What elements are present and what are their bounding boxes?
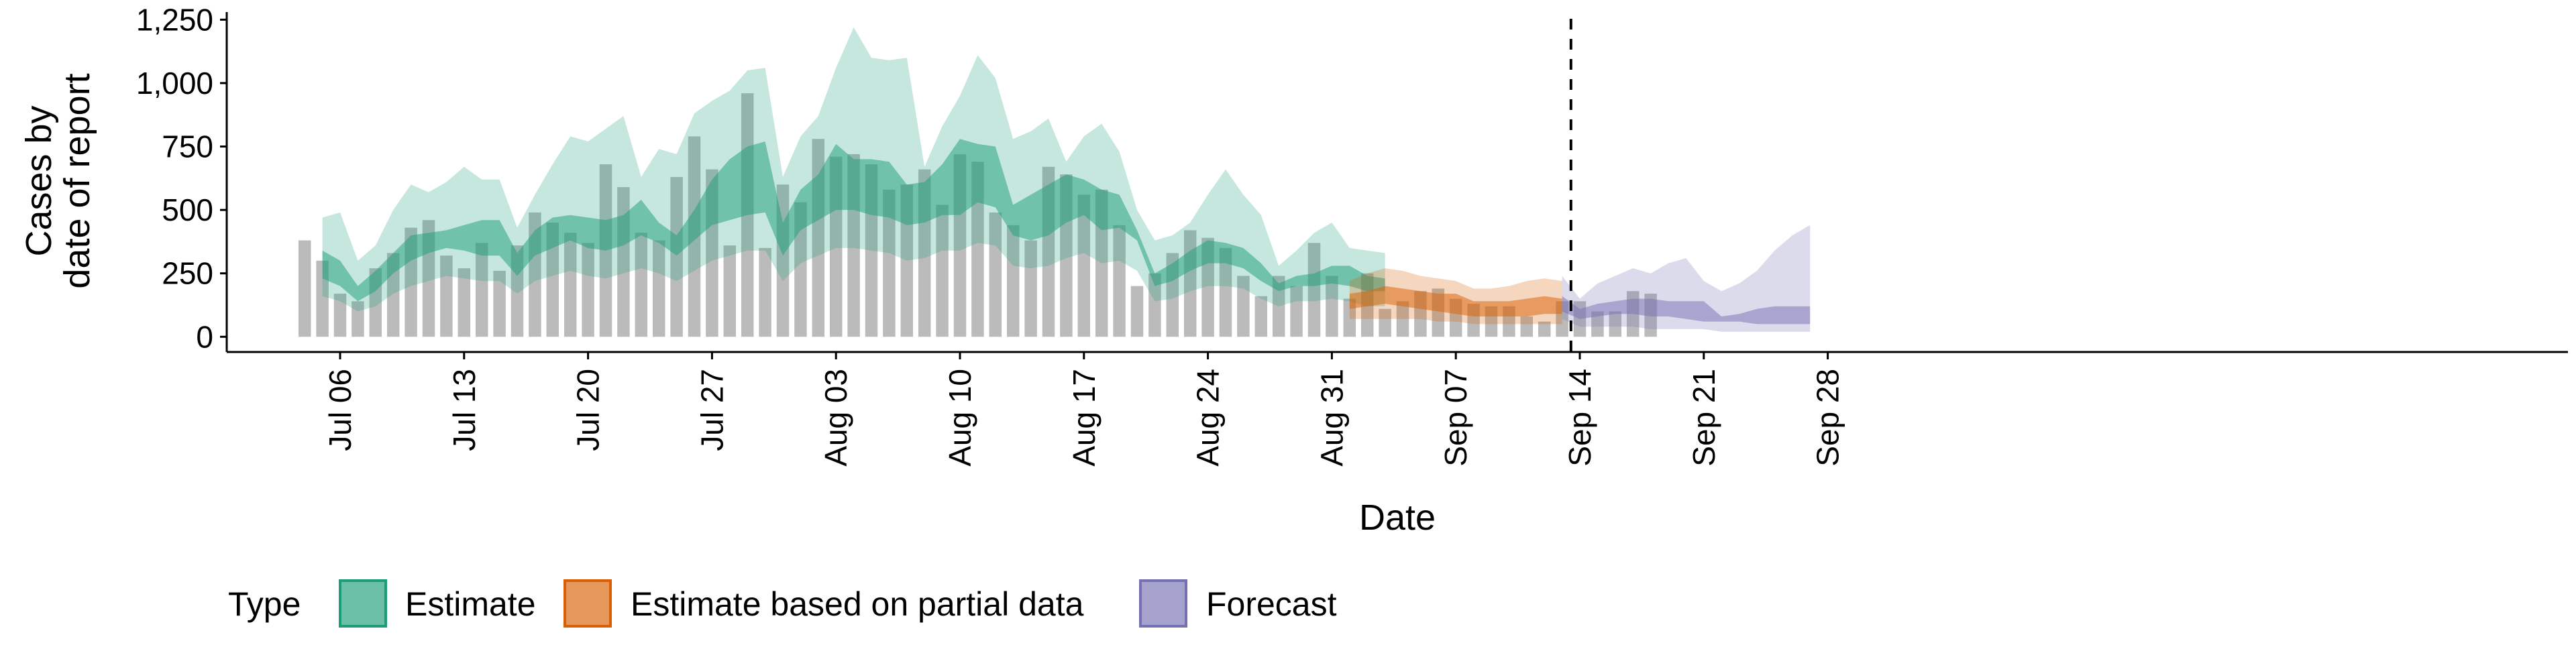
- bar: [475, 243, 488, 337]
- bar: [759, 247, 771, 337]
- legend-label-partial: Estimate based on partial data: [631, 585, 1084, 623]
- bar: [1290, 286, 1303, 337]
- bar: [1219, 247, 1232, 337]
- legend-label-forecast: Forecast: [1206, 585, 1337, 623]
- x-tick-label: Aug 03: [818, 369, 853, 467]
- bar: [1396, 301, 1409, 337]
- x-tick-label: Sep 14: [1562, 369, 1597, 467]
- x-tick-label: Aug 10: [943, 369, 977, 467]
- bar: [458, 268, 471, 337]
- legend-title: Type: [228, 585, 301, 623]
- bar: [1538, 321, 1551, 337]
- bar: [564, 233, 577, 337]
- bar: [794, 202, 807, 337]
- bar: [298, 240, 311, 337]
- bar: [440, 255, 453, 337]
- y-axis-title-line-1: Cases by: [19, 105, 59, 256]
- bar: [493, 270, 506, 337]
- legend-label-estimate: Estimate: [405, 585, 536, 623]
- bar: [1254, 296, 1268, 337]
- bar: [883, 189, 896, 337]
- x-tick-label: Jul 13: [447, 369, 482, 451]
- bar: [546, 223, 559, 337]
- bar: [1520, 316, 1534, 337]
- x-axis-title: Date: [1359, 497, 1436, 538]
- legend: Type Estimate Estimate based on partial …: [228, 579, 1337, 628]
- bar: [1006, 225, 1020, 337]
- bar: [1326, 276, 1338, 337]
- bar: [635, 233, 648, 337]
- ribbons-layer: [322, 27, 1811, 332]
- y-tick-label: 1,000: [136, 66, 213, 101]
- bar: [352, 301, 364, 337]
- ribbon-inner-forecast: [1562, 296, 1811, 325]
- y-tick-label: 250: [162, 256, 213, 291]
- bar: [582, 243, 594, 337]
- legend-key-forecast: [1139, 579, 1187, 628]
- x-tick-label: Jul 27: [694, 369, 729, 451]
- x-tick-label: Sep 28: [1811, 369, 1845, 467]
- x-tick-label: Jul 20: [571, 369, 606, 451]
- x-tick-label: Aug 31: [1314, 369, 1349, 467]
- x-tick-label: Sep 21: [1686, 369, 1721, 467]
- bar: [936, 204, 949, 337]
- bar: [723, 245, 737, 337]
- bar: [1024, 240, 1037, 337]
- ticks-layer: 0 250 500 750 1,000 1,250 Jul 06 Jul 13 Jul 20 Ju…: [136, 2, 1845, 466]
- y-tick-label: 0: [196, 319, 213, 354]
- bar: [670, 176, 683, 337]
- axes-layer: [225, 12, 2568, 353]
- bar: [333, 293, 347, 337]
- ribbon-inner-partial: [1349, 286, 1562, 316]
- y-tick-label: 500: [162, 192, 213, 227]
- bar: [1272, 276, 1285, 337]
- bar: [652, 240, 665, 337]
- bar: [1077, 194, 1091, 337]
- bar: [1130, 286, 1144, 337]
- y-tick-label: 750: [162, 129, 213, 164]
- x-tick-label: Aug 17: [1067, 369, 1102, 467]
- bar: [1237, 276, 1250, 337]
- x-tick-label: Aug 24: [1191, 369, 1226, 467]
- x-tick-label: Jul 06: [323, 369, 358, 451]
- legend-key-estimate: [339, 579, 387, 628]
- bar: [1113, 225, 1126, 337]
- y-tick-label: 1,250: [136, 2, 213, 37]
- y-axis-title-line-2: date of report: [57, 73, 97, 288]
- bar: [1379, 308, 1391, 337]
- legend-key-partial: [564, 579, 612, 628]
- x-tick-label: Sep 07: [1438, 369, 1473, 467]
- bar: [971, 162, 984, 337]
- bar: [1609, 311, 1622, 337]
- bar: [1307, 243, 1321, 337]
- bar: [989, 212, 1002, 337]
- bar: [1148, 273, 1161, 337]
- ribbon-inner-estimate: [322, 139, 1385, 302]
- bar: [1591, 311, 1604, 337]
